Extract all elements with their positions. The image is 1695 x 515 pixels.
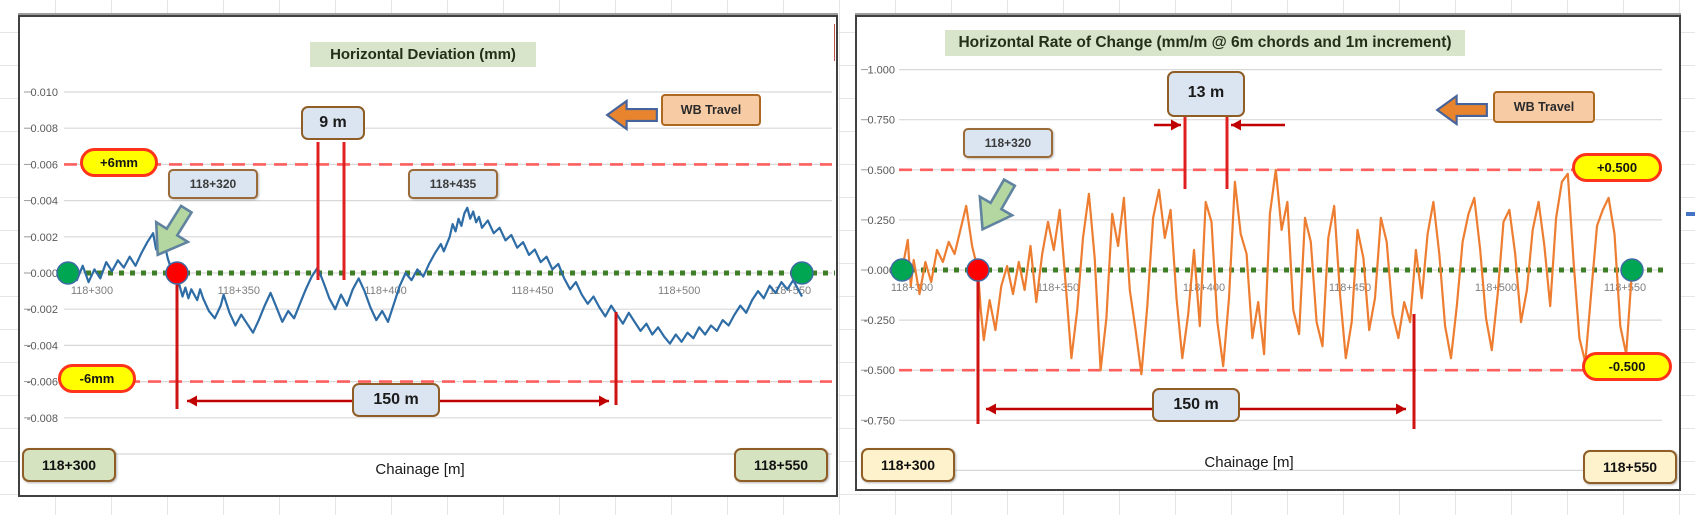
x-tick-label: 118+500	[1475, 282, 1517, 294]
x-tick-label: 118+300	[891, 282, 933, 294]
callout-118-320[interactable]: 118+320	[168, 169, 258, 199]
series-line	[67, 206, 803, 345]
y-tick-label: -0.002	[27, 304, 58, 316]
y-tick-label: 0.000	[867, 265, 895, 277]
y-tick-label: 0.008	[30, 123, 58, 135]
green-down-arrow-icon[interactable]	[138, 196, 206, 269]
width-marker-label[interactable]: 9 m	[301, 106, 365, 140]
y-tick-label: 0.006	[30, 159, 58, 171]
callout-118-435[interactable]: 118+435	[408, 169, 498, 199]
lower-limit-badge[interactable]: -6mm	[58, 364, 136, 393]
arrowhead-icon	[187, 395, 197, 407]
rate-plot: 1.000 0.750 0.500 0.250 0.000 -0.250 -0.500 -0.…	[861, 65, 1668, 471]
end-chainage-box[interactable]: 118+550	[1583, 450, 1677, 484]
lower-limit-badge[interactable]: -0.500	[1582, 352, 1672, 381]
series-line	[900, 168, 1634, 376]
width-marker-label[interactable]: 13 m	[1167, 71, 1245, 117]
upper-limit-badge[interactable]: +0.500	[1572, 153, 1662, 182]
end-dot	[790, 261, 814, 285]
y-tick-label: -0.004	[27, 340, 58, 352]
span-marker-label[interactable]: 150 m	[352, 383, 440, 417]
start-dot	[56, 261, 80, 285]
y-tick-label: 0.250	[867, 215, 895, 227]
arrowhead-icon	[1231, 119, 1241, 131]
deviation-plot: 0.010 0.008 0.006 0.004 0.002 0.000 -0.002 -0.0…	[24, 24, 835, 461]
arrowhead-icon	[599, 395, 609, 407]
y-tick-label: 0.002	[30, 232, 58, 244]
y-tick-label: 0.750	[867, 115, 895, 127]
y-tick-label: 0.010	[30, 87, 58, 99]
chart-title[interactable]: Horizontal Rate of Change (mm/m @ 6m cho…	[945, 30, 1465, 56]
chart-title[interactable]: Horizontal Deviation (mm)	[310, 42, 536, 67]
wb-travel-arrow-icon[interactable]	[1435, 90, 1489, 130]
x-tick-label: 118+350	[218, 285, 260, 297]
wb-travel-arrow-icon[interactable]	[605, 95, 659, 135]
arrowhead-icon	[1171, 119, 1181, 131]
end-dot	[1620, 258, 1644, 282]
y-tick-label: 1.000	[867, 65, 895, 77]
x-tick-label: 118+550	[1604, 282, 1646, 294]
start-dot	[890, 258, 914, 282]
red-marker-dot	[966, 258, 990, 282]
x-tick-label: 118+300	[71, 285, 113, 297]
y-tick-label: -0.500	[864, 365, 895, 377]
deviation-chart[interactable]: 0.010 0.008 0.006 0.004 0.002 0.000 -0.002 -0.0…	[18, 15, 838, 497]
rate-of-change-chart[interactable]: 1.000 0.750 0.500 0.250 0.000 -0.250 -0.500 -0.…	[855, 15, 1681, 491]
x-axis-title: Chainage [m]	[375, 461, 465, 478]
upper-limit-badge[interactable]: +6mm	[80, 148, 158, 177]
green-down-arrow-icon[interactable]	[962, 170, 1029, 242]
arrowhead-icon	[986, 403, 996, 415]
y-tick-label: -0.008	[27, 413, 58, 425]
x-tick-label: 118+350	[1037, 282, 1079, 294]
x-tick-label: 118+500	[658, 285, 700, 297]
y-tick-label: -0.750	[864, 415, 895, 427]
y-tick-label: 0.000	[30, 268, 58, 280]
y-tick-label: 0.004	[30, 196, 58, 208]
end-chainage-box[interactable]: 118+550	[734, 448, 828, 482]
arrowhead-icon	[1396, 403, 1406, 415]
span-marker-label[interactable]: 150 m	[1152, 388, 1240, 422]
y-tick-label: -0.250	[864, 315, 895, 327]
wb-travel-label[interactable]: WB Travel	[1493, 91, 1595, 123]
start-chainage-box[interactable]: 118+300	[861, 448, 955, 482]
y-tick-label: 0.500	[867, 165, 895, 177]
red-marker-dot	[165, 261, 189, 285]
callout-118-320[interactable]: 118+320	[963, 128, 1053, 158]
x-axis-title: Chainage [m]	[1204, 454, 1294, 471]
x-tick-label: 118+450	[511, 285, 553, 297]
start-chainage-box[interactable]: 118+300	[22, 448, 116, 482]
y-tick-label: -0.006	[27, 377, 58, 389]
selection-handle[interactable]	[1686, 212, 1695, 216]
wb-travel-label[interactable]: WB Travel	[661, 94, 761, 126]
